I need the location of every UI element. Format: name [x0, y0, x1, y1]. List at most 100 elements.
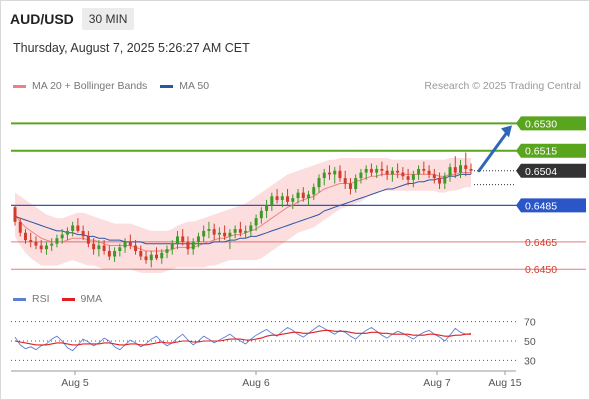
candle-body	[155, 254, 159, 259]
candle-body	[369, 168, 373, 173]
candle-body	[343, 178, 347, 184]
candle-body	[134, 245, 138, 251]
x-tick-label: Aug 15	[488, 377, 521, 389]
candle-body	[60, 234, 64, 239]
candle-body	[469, 168, 473, 171]
level-label-support: 0.6465	[525, 237, 557, 249]
candle-body	[233, 229, 237, 233]
candle-body	[301, 192, 305, 199]
candle-body	[13, 207, 17, 222]
candle-body	[286, 196, 290, 202]
candle-body	[238, 229, 242, 233]
candle-body	[165, 249, 169, 253]
ma20-line	[14, 172, 471, 252]
rsi-line	[14, 324, 472, 352]
rsi-swatch	[13, 297, 26, 301]
candle-body	[186, 241, 190, 250]
candle-body	[296, 192, 300, 199]
candle-body	[254, 218, 258, 226]
candle-body	[55, 238, 59, 244]
candle-body	[175, 236, 179, 244]
ma50-label: MA 50	[179, 80, 210, 92]
candle-body	[380, 168, 384, 171]
rsi-ma-line	[14, 329, 471, 346]
candle-body	[18, 221, 22, 233]
candle-body	[92, 243, 96, 250]
candle-body	[375, 168, 379, 173]
level-tag-pivot-bg	[516, 198, 586, 213]
candle-body	[217, 232, 221, 235]
timeframe-badge[interactable]: 30 MIN	[81, 8, 135, 30]
candle-body	[448, 167, 452, 177]
candle-body	[50, 243, 54, 246]
candle-body	[453, 167, 457, 173]
candle-body	[459, 165, 463, 173]
legend-ma20: MA 20 + Bollinger Bands	[13, 80, 147, 92]
forecast-arrow	[477, 130, 509, 173]
candle-body	[406, 176, 410, 180]
candle-body	[228, 232, 232, 237]
candle-body	[275, 196, 279, 200]
legend-rsi: RSI	[13, 293, 50, 305]
candle-body	[196, 236, 200, 242]
candle-body	[207, 229, 211, 231]
9ma-swatch	[61, 297, 75, 301]
candle-body	[44, 245, 48, 250]
candle-body	[348, 183, 352, 189]
candle-body	[76, 225, 80, 231]
candle-body	[244, 230, 248, 233]
candle-body	[396, 170, 400, 173]
level-tag-pivot-text: 0.6485	[525, 200, 557, 212]
9ma-label: 9MA	[80, 293, 103, 305]
chart-header: AUD/USD 30 MIN	[10, 7, 135, 31]
candle-body	[464, 165, 468, 169]
candle-body	[338, 170, 342, 179]
candle-body	[97, 245, 101, 250]
candle-body	[29, 240, 33, 242]
candle-body	[317, 178, 321, 188]
candle-body	[128, 241, 132, 246]
candle-body	[212, 229, 216, 235]
candle-body	[144, 256, 148, 261]
candle-body	[102, 245, 106, 251]
candle-body	[118, 247, 122, 251]
candle-body	[259, 210, 263, 219]
candle-body	[265, 205, 269, 211]
rsi-tick-label: 30	[524, 355, 536, 367]
current-price-tag-text: 0.6504	[525, 166, 557, 178]
level-label-support: 0.6450	[525, 264, 557, 276]
x-tick-label: Aug 6	[242, 377, 270, 389]
candle-body	[443, 176, 447, 184]
candle-body	[113, 251, 117, 257]
ma50-line	[14, 173, 471, 245]
level-tag-resistance-text: 0.6515	[525, 146, 557, 158]
candle-body	[160, 252, 164, 259]
candle-body	[422, 168, 426, 171]
candle-body	[223, 232, 227, 237]
symbol-title: AUD/USD	[10, 11, 74, 27]
candle-body	[411, 174, 415, 180]
legend-ma50: MA 50	[160, 80, 209, 92]
candle-body	[71, 225, 75, 231]
candle-body	[359, 172, 363, 179]
candle-body	[202, 230, 206, 237]
candle-body	[270, 196, 274, 206]
timestamp: Thursday, August 7, 2025 5:26:27 AM CET	[13, 41, 250, 55]
level-tag-resistance-text: 0.6530	[525, 118, 557, 130]
candle-body	[307, 194, 311, 199]
candle-body	[333, 170, 337, 175]
candle-body	[291, 198, 295, 202]
x-tick-label: Aug 5	[61, 377, 89, 389]
candle-body	[107, 251, 111, 257]
rsi-tick-label: 70	[524, 317, 536, 329]
rsi-legend: RSI 9MA	[13, 293, 114, 305]
candle-body	[417, 168, 421, 175]
level-tag-resistance-bg	[516, 116, 586, 131]
candle-body	[390, 170, 394, 175]
forecast-arrowhead	[501, 125, 512, 138]
candle-body	[65, 230, 69, 235]
candle-body	[139, 251, 143, 257]
candle-body	[149, 254, 153, 261]
candle-body	[249, 225, 253, 231]
